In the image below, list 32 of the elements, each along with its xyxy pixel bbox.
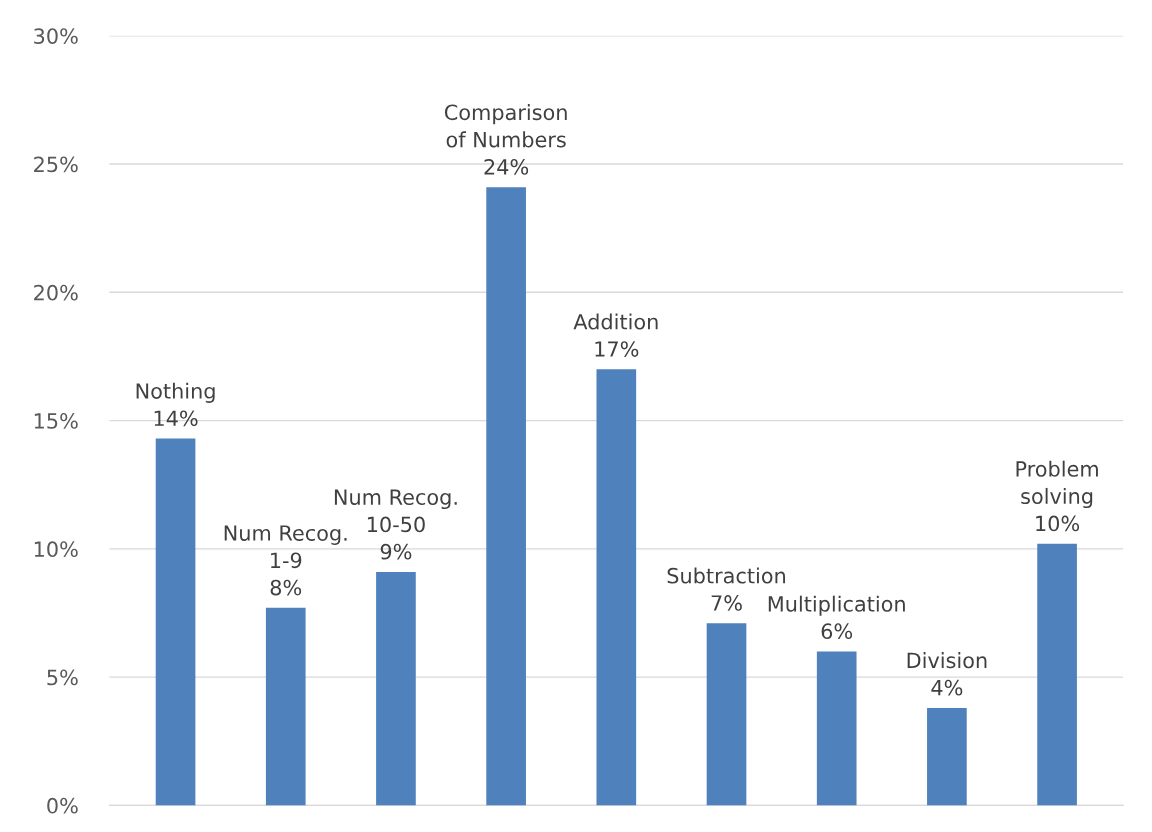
bar: [1037, 543, 1077, 806]
x-tick-label: Addition: [573, 313, 658, 330]
y-tick-label: 25%: [34, 156, 78, 173]
x-tick-label: Multiplication: [768, 595, 905, 616]
bar: [596, 369, 637, 806]
bar: [706, 623, 747, 806]
bar: [376, 571, 416, 806]
data-label: 24%: [484, 159, 529, 175]
y-tick-label: 10%: [34, 541, 78, 558]
data-label: 4%: [931, 679, 963, 696]
y-tick-label: 15%: [34, 413, 78, 429]
x-tick-label: Comparison of Numbers: [444, 104, 567, 148]
x-tick-label: Division: [907, 652, 987, 669]
data-label: 8%: [270, 579, 302, 596]
bar: [816, 651, 857, 806]
bar: [927, 707, 967, 806]
data-label: 9%: [380, 543, 412, 560]
y-tick-label: 5%: [47, 669, 78, 686]
y-tick-label: 30%: [34, 28, 78, 44]
data-label: 14%: [154, 410, 198, 427]
bar: [265, 607, 306, 806]
y-tick-label: 20%: [34, 284, 78, 301]
x-tick-label: Problem solving: [1016, 460, 1098, 509]
x-tick-label: Nothing: [136, 382, 215, 403]
bar: [155, 438, 196, 806]
data-label: 10%: [1036, 515, 1080, 532]
data-label: 7%: [711, 595, 742, 611]
data-label: 6%: [821, 623, 853, 640]
bar: [486, 187, 526, 806]
data-label: 17%: [595, 341, 639, 357]
y-tick-label: 0%: [47, 797, 78, 814]
x-tick-label: Subtraction: [667, 567, 785, 584]
